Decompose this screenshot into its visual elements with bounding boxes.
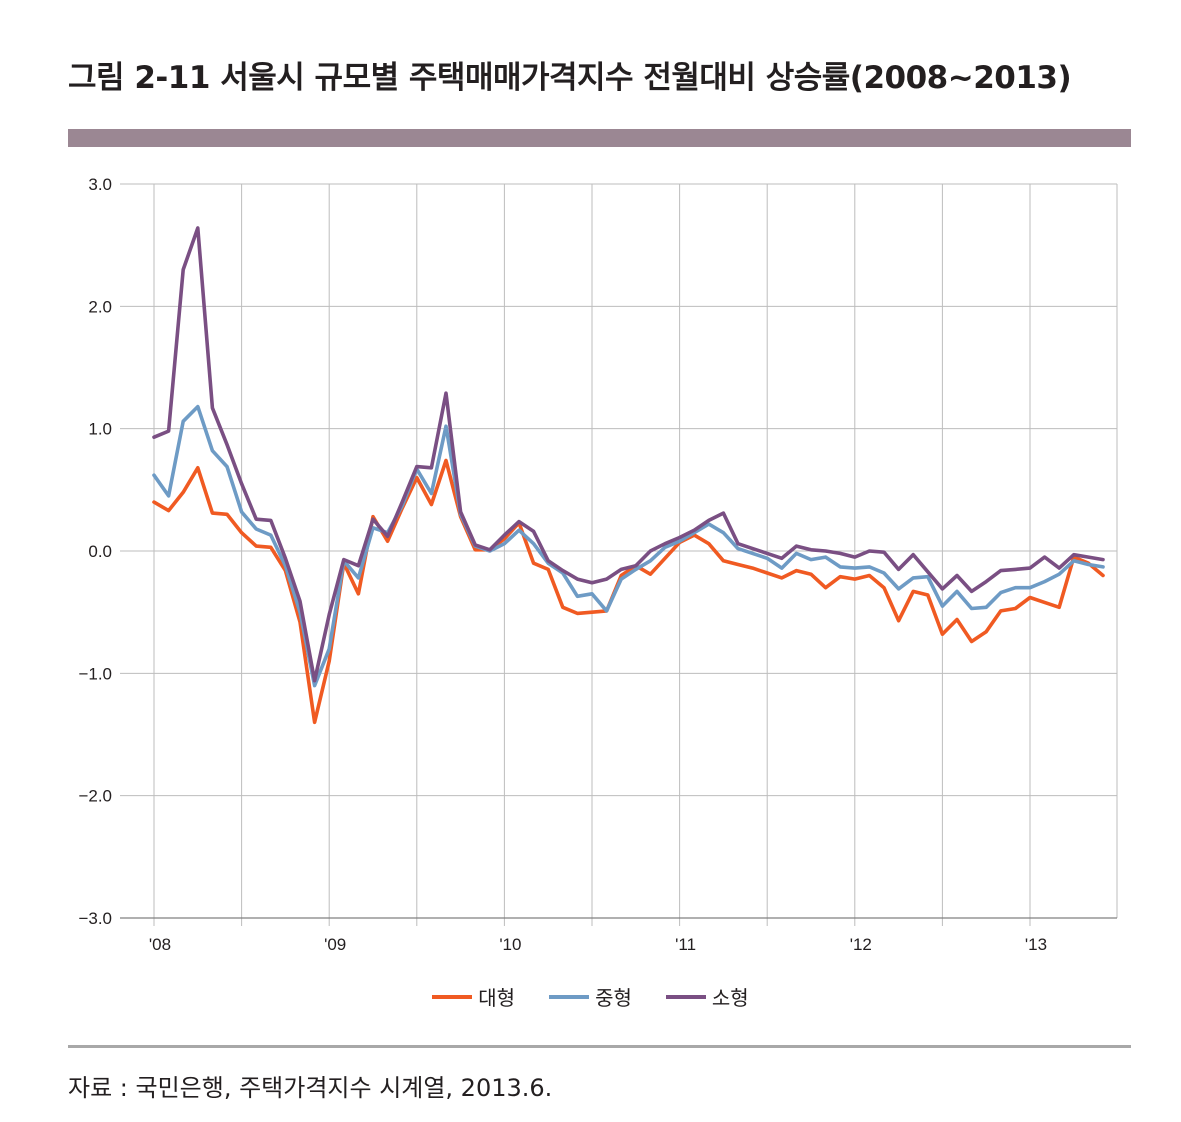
- legend-swatch-medium: [549, 994, 590, 999]
- series-line-small: [152, 226, 1105, 683]
- bottom-rule: [68, 1045, 1131, 1048]
- x-tick-label: '09: [324, 935, 346, 954]
- legend-swatch-large: [432, 994, 473, 999]
- y-tick-label: −3.0: [78, 909, 112, 928]
- y-tick-label: −1.0: [78, 664, 112, 683]
- x-tick-label: '13: [1025, 935, 1047, 954]
- legend-item-small: 소형: [665, 982, 749, 1011]
- legend-swatch-small: [665, 994, 706, 999]
- y-tick-label: 3.0: [88, 175, 112, 194]
- legend-item-large: 대형: [432, 982, 515, 1011]
- legend-label-medium: 중형: [595, 986, 632, 1010]
- y-tick-label: 1.0: [88, 420, 112, 439]
- figure-title: 그림 2-11 서울시 규모별 주택매매가격지수 전월대비 상승률(2008~2…: [68, 60, 1072, 96]
- legend-item-medium: 중형: [549, 982, 632, 1011]
- legend: 대형 중형 소형: [0, 982, 1181, 1011]
- x-axis-ticks: '08 '09 '10 '11 '12 '13: [149, 935, 1047, 954]
- x-tick-label: '10: [499, 935, 521, 954]
- legend-label-small: 소형: [711, 986, 749, 1010]
- x-tick-label: '12: [850, 935, 872, 954]
- grid-layer: [120, 183, 1118, 926]
- y-tick-label: 0.0: [88, 542, 112, 561]
- legend-label-large: 대형: [478, 986, 516, 1010]
- x-tick-label: '08: [149, 935, 171, 954]
- source-note: 자료 : 국민은행, 주택가격지수 시계열, 2013.6.: [68, 1074, 553, 1102]
- x-tick-label: '11: [675, 935, 696, 954]
- series-line-large: [152, 458, 1105, 725]
- y-tick-label: 2.0: [88, 297, 112, 316]
- y-axis-ticks: 3.0 2.0 1.0 0.0 −1.0 −2.0 −3.0: [78, 175, 112, 928]
- series-line-medium: [152, 404, 1105, 688]
- y-tick-label: −2.0: [78, 787, 112, 806]
- title-bar: [68, 129, 1131, 147]
- series-layer: [152, 226, 1105, 725]
